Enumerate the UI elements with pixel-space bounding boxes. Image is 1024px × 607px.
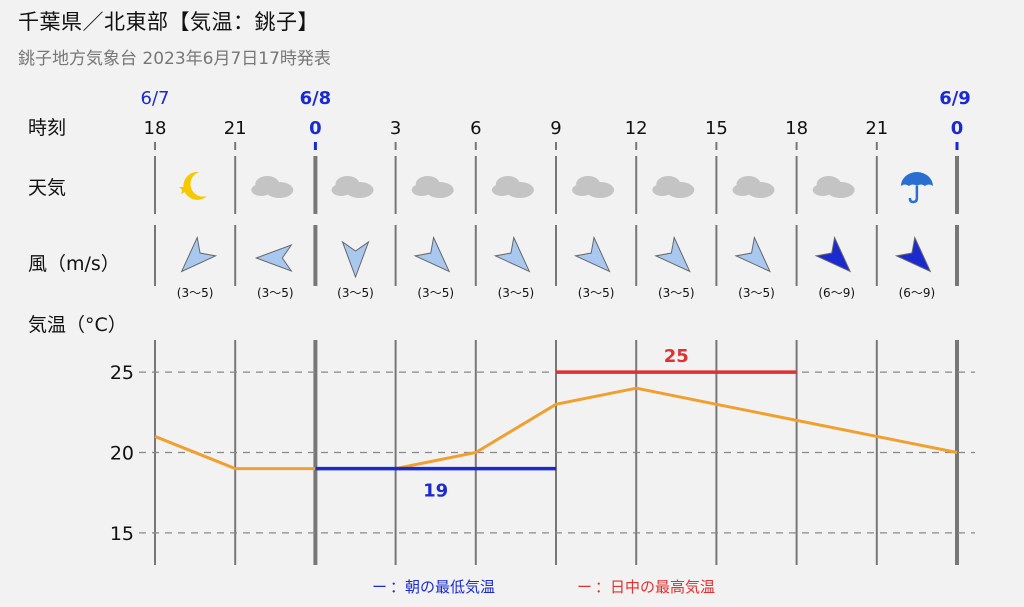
row-label-weather: 天気 — [28, 177, 66, 199]
issuer-timestamp: 銚子地方気象台 2023年6月7日17時発表 — [18, 49, 331, 69]
cloud-puff — [265, 182, 294, 198]
date-label: 6/9 — [939, 88, 971, 109]
wind-speed: (6〜9) — [899, 286, 936, 300]
cloud-puff — [812, 184, 833, 196]
cloud-icon — [331, 176, 374, 198]
cloud-puff — [746, 182, 775, 198]
cloud-icon — [572, 176, 615, 198]
min-temp-label: 19 — [423, 481, 448, 502]
wind-arrow-icon — [493, 235, 531, 273]
wind-arrow-icon — [341, 240, 370, 279]
date-label: 6/8 — [300, 88, 332, 109]
wind-arrow-icon — [573, 235, 611, 273]
cloud-puff — [572, 184, 593, 196]
hour-label: 3 — [390, 118, 401, 139]
cloud-puff — [732, 184, 753, 196]
wind-arrow-shape — [180, 235, 218, 273]
wind-arrow-shape — [573, 235, 611, 273]
y-tick-label: 25 — [110, 362, 134, 384]
cloud-icon — [411, 176, 454, 198]
wind-arrow-shape — [413, 235, 451, 273]
wind-speed: (3〜5) — [578, 286, 615, 300]
legend-min-marker: ー — [372, 578, 387, 596]
cloud-icon — [812, 176, 855, 198]
y-tick-label: 15 — [110, 523, 134, 545]
legend-max-marker: ー — [577, 578, 592, 596]
page-title: 千葉県／北東部【気温：銚子】 — [18, 10, 319, 34]
cloud-icon — [491, 176, 534, 198]
umbrella-handle — [908, 186, 919, 204]
cloud-icon — [652, 176, 695, 198]
row-label-temperature: 気温（°C） — [28, 314, 127, 336]
cloud-puff — [345, 182, 374, 198]
cloud-puff — [251, 184, 272, 196]
cloud-puff — [331, 184, 352, 196]
hour-label: 21 — [865, 118, 888, 139]
row-label-wind: 風（m/s） — [28, 253, 120, 275]
legend-max-label: ：日中の最高気温 — [595, 578, 715, 596]
moon-shape — [183, 171, 208, 200]
hour-label: 12 — [625, 118, 648, 139]
wind-arrow-icon — [413, 235, 451, 273]
hour-label: 6 — [470, 118, 481, 139]
wind-speed: (3〜5) — [658, 286, 695, 300]
wind-arrow-icon — [814, 235, 852, 273]
cloud-puff — [425, 182, 454, 198]
max-temp-label: 25 — [664, 346, 689, 367]
cloud-puff — [505, 182, 534, 198]
cloud-puff — [666, 182, 695, 198]
moon-star-icon — [179, 171, 208, 200]
wind-speed: (3〜5) — [177, 286, 214, 300]
star-shape — [179, 183, 192, 194]
row-label-time: 時刻 — [28, 117, 66, 139]
wind-arrow-icon — [734, 235, 771, 273]
hour-label: 9 — [550, 118, 561, 139]
wind-arrow-icon — [180, 235, 218, 273]
hour-label: 15 — [705, 118, 728, 139]
wind-speed: (3〜5) — [257, 286, 294, 300]
wind-speed: (6〜9) — [818, 286, 855, 300]
cloud-puff — [411, 184, 432, 196]
hour-label: 0 — [309, 118, 322, 139]
wind-arrow-shape — [814, 235, 852, 273]
cloud-icon — [732, 176, 775, 198]
temperature-line — [154, 386, 958, 471]
cloud-icon — [251, 176, 294, 198]
y-tick-label: 20 — [110, 443, 134, 465]
wind-arrow-shape — [493, 235, 531, 273]
wind-arrow-icon — [894, 235, 932, 273]
wind-speed: (3〜5) — [417, 286, 454, 300]
hour-label: 21 — [224, 118, 247, 139]
wind-arrow-icon — [254, 243, 293, 273]
cloud-puff — [491, 184, 512, 196]
umbrella-canopy — [900, 172, 933, 186]
wind-arrow-shape — [734, 235, 771, 273]
wind-speed: (3〜5) — [738, 286, 775, 300]
wind-speed: (3〜5) — [498, 286, 535, 300]
wind-speed: (3〜5) — [337, 286, 374, 300]
cloud-puff — [586, 182, 615, 198]
wind-arrow-icon — [654, 235, 691, 273]
date-label: 6/7 — [141, 88, 170, 109]
wind-arrow-shape — [254, 243, 293, 273]
hour-label: 18 — [144, 118, 167, 139]
legend-min-label: ：朝の最低気温 — [390, 578, 495, 596]
wind-arrow-shape — [341, 240, 370, 279]
hour-label: 0 — [951, 118, 964, 139]
umbrella-icon — [900, 172, 933, 204]
wind-arrow-shape — [654, 235, 691, 273]
wind-arrow-shape — [894, 235, 932, 273]
cloud-puff — [826, 182, 855, 198]
hour-label: 18 — [785, 118, 808, 139]
cloud-puff — [652, 184, 673, 196]
